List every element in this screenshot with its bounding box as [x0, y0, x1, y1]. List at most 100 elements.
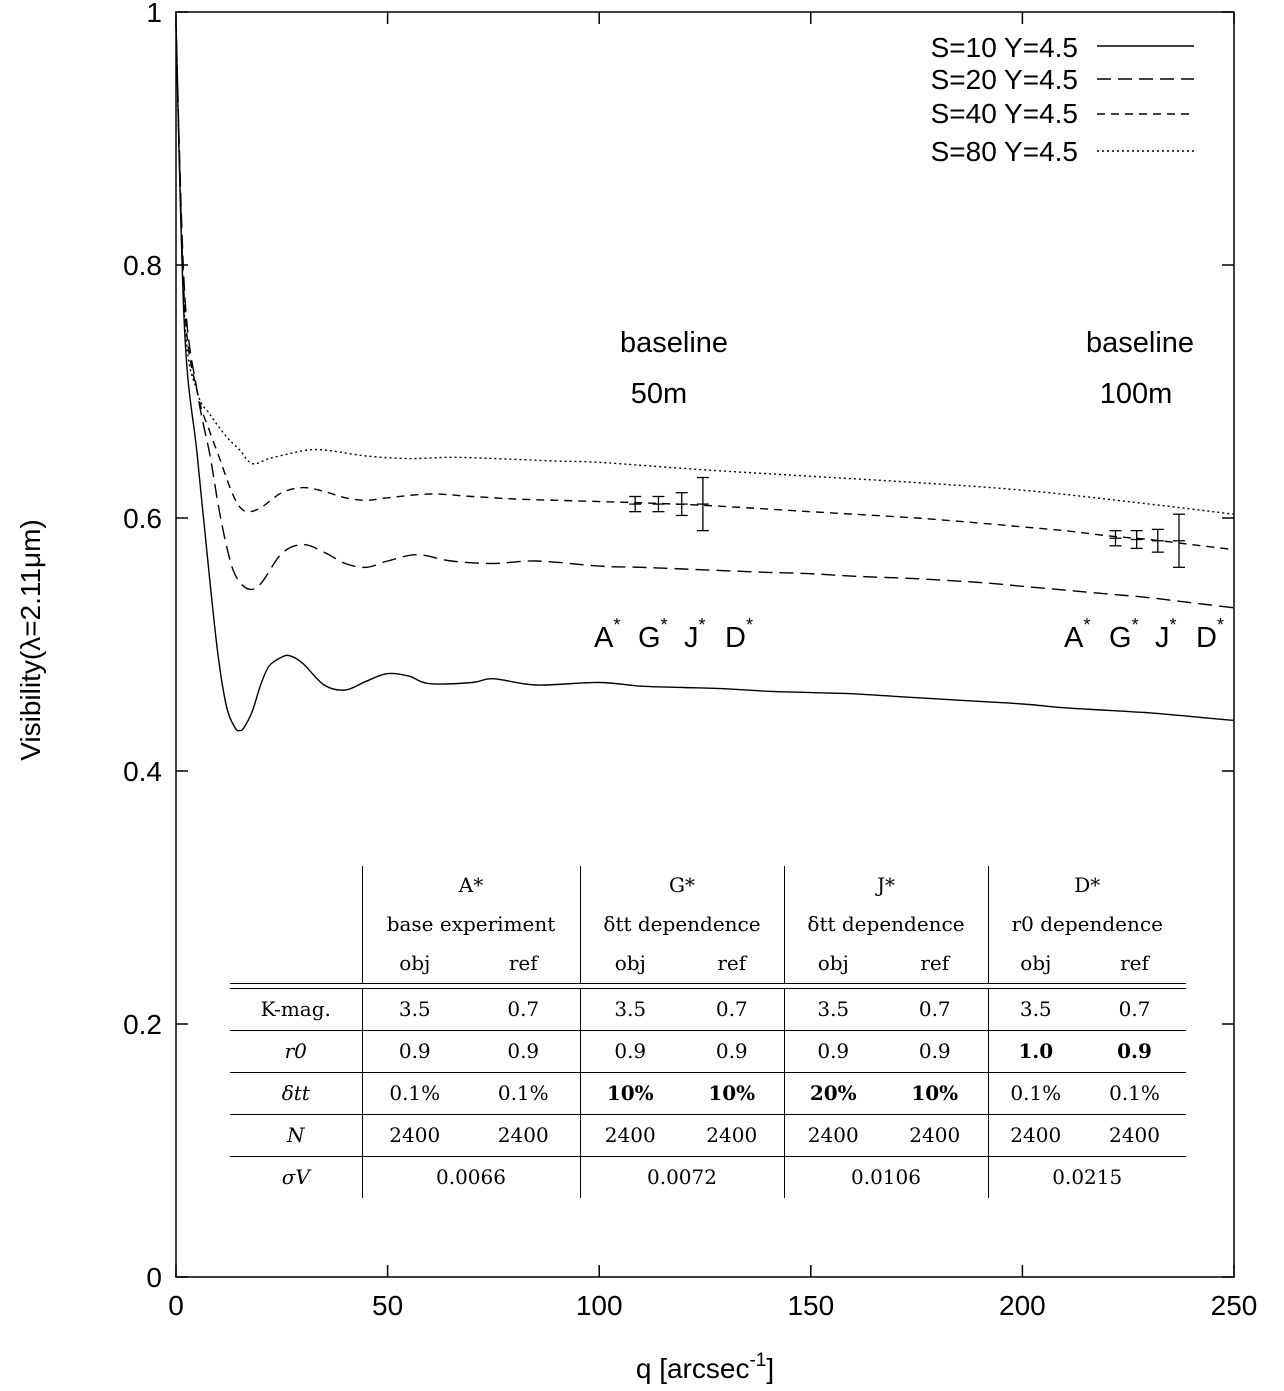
error-bar-astar — [1109, 530, 1122, 547]
table-cell: 2400 — [467, 1114, 580, 1157]
series-line-1 — [175, 24, 1235, 732]
label-g-100: G* — [1109, 615, 1139, 654]
table-cell: 0.9 — [882, 1030, 988, 1073]
table-cell: 2400 — [1083, 1114, 1186, 1157]
baseline-50-line2: 50m — [631, 378, 687, 410]
table-cell: 0.9 — [579, 1030, 680, 1073]
baseline-50-line1: baseline — [620, 327, 728, 359]
table-cell: 0.1% — [987, 1072, 1083, 1115]
label-j-100: J* — [1155, 615, 1177, 654]
y-tick-label: 0.4 — [123, 756, 162, 787]
ref-header: ref — [717, 951, 747, 976]
x-tick-label: 0 — [168, 1290, 184, 1321]
table-cell: 0.9 — [1083, 1030, 1186, 1073]
y-tick-label: 1 — [146, 0, 162, 28]
table-cell: 1.0 — [987, 1030, 1083, 1073]
parameter-table: A* G* J* D* base experiment δtt dependen… — [230, 866, 1186, 1198]
baseline-100-line1: baseline — [1086, 327, 1194, 359]
ref-header: ref — [508, 951, 538, 976]
error-bar-dstar — [696, 476, 709, 532]
x-tick-label: 200 — [999, 1290, 1046, 1321]
error-bar-dstar — [1172, 513, 1185, 568]
label-g-50: G* — [638, 615, 668, 654]
ref-header: ref — [920, 951, 950, 976]
table-cell: 2400 — [783, 1114, 882, 1157]
table-cell: 2400 — [680, 1114, 784, 1157]
table-cell: 0.7 — [882, 988, 988, 1031]
y-tick-label: 0.8 — [123, 250, 162, 281]
table-cell: 20% — [783, 1072, 882, 1115]
group-d-name: D* — [987, 866, 1186, 905]
table-cell: 10% — [882, 1072, 988, 1115]
table-cell: 0.7 — [467, 988, 580, 1031]
table-cell: 2400 — [987, 1114, 1083, 1157]
table-cell: 3.5 — [987, 988, 1083, 1031]
obj-header: obj — [783, 943, 882, 984]
group-g-name: G* — [579, 866, 784, 905]
sigma-j: 0.0106 — [783, 1156, 988, 1198]
x-axis-label: q [arcsec-1] — [636, 1350, 774, 1384]
table-separator — [230, 982, 1186, 989]
y-tick-label: 0 — [146, 1262, 162, 1293]
error-bar-gstar — [1130, 530, 1143, 550]
sigma-d: 0.0215 — [987, 1156, 1186, 1198]
group-d-desc: r0 dependence — [987, 904, 1186, 944]
table-cell: 2400 — [882, 1114, 988, 1157]
table-cell: 0.1% — [361, 1072, 467, 1115]
table-cell: 0.9 — [680, 1030, 784, 1073]
table-cell: 3.5 — [579, 988, 680, 1031]
group-j-desc: δtt dependence — [783, 904, 988, 944]
label-a-50: A* — [594, 615, 620, 654]
table-cell: 0.7 — [1083, 988, 1186, 1031]
x-tick-label: 250 — [1211, 1290, 1258, 1321]
error-bar-gstar — [652, 495, 665, 513]
y-tick-label: 0.2 — [123, 1009, 162, 1040]
x-tick-label: 50 — [372, 1290, 403, 1321]
row-label-n: N — [230, 1114, 362, 1157]
series-line-4 — [175, 24, 1235, 515]
legend-label-2: S=20 Y=4.5 — [931, 64, 1078, 95]
legend-label-3: S=40 Y=4.5 — [931, 98, 1078, 129]
label-j-50: J* — [684, 615, 706, 654]
table-cell: 2400 — [579, 1114, 680, 1157]
sigma-g: 0.0072 — [579, 1156, 784, 1198]
group-j-name: J* — [783, 866, 988, 905]
sigma-a: 0.0066 — [361, 1156, 580, 1198]
error-bar-jstar — [675, 492, 688, 517]
ref-header: ref — [1120, 951, 1149, 976]
table-cell: 0.1% — [1083, 1072, 1186, 1115]
table-cell: 10% — [579, 1072, 680, 1115]
error-bar-jstar — [1151, 528, 1164, 553]
group-a-name: A* — [361, 866, 580, 905]
legend-label-4: S=80 Y=4.5 — [931, 136, 1078, 167]
row-label-delta-tt: δtt — [230, 1072, 362, 1115]
obj-header: obj — [579, 943, 680, 984]
series-line-2 — [175, 24, 1235, 609]
table-cell: 0.9 — [361, 1030, 467, 1073]
table-cell: 0.9 — [783, 1030, 882, 1073]
table-corner — [230, 866, 362, 983]
row-label-sigma: σV — [281, 1165, 310, 1190]
series-line-3 — [175, 24, 1235, 551]
table-cell: 3.5 — [361, 988, 467, 1031]
legend-label-1: S=10 Y=4.5 — [931, 32, 1078, 63]
table-cell: 3.5 — [783, 988, 882, 1031]
label-d-100: D* — [1196, 615, 1224, 654]
group-a-desc: base experiment — [361, 904, 580, 944]
row-label-kmag: K-mag. — [230, 988, 362, 1031]
group-g-desc: δtt dependence — [579, 904, 784, 944]
obj-header: obj — [361, 943, 467, 984]
row-label-r0: r0 — [230, 1030, 362, 1073]
y-tick-label: 0.6 — [123, 503, 162, 534]
table-cell: 2400 — [361, 1114, 467, 1157]
label-d-50: D* — [725, 615, 753, 654]
x-tick-label: 100 — [576, 1290, 623, 1321]
table-cell: 0.9 — [467, 1030, 580, 1073]
plot-frame — [175, 11, 1235, 1278]
table-cell: 10% — [680, 1072, 784, 1115]
error-bar-astar — [629, 495, 642, 513]
table-cell: 0.7 — [680, 988, 784, 1031]
x-tick-label: 150 — [787, 1290, 834, 1321]
obj-header: obj — [987, 943, 1083, 984]
